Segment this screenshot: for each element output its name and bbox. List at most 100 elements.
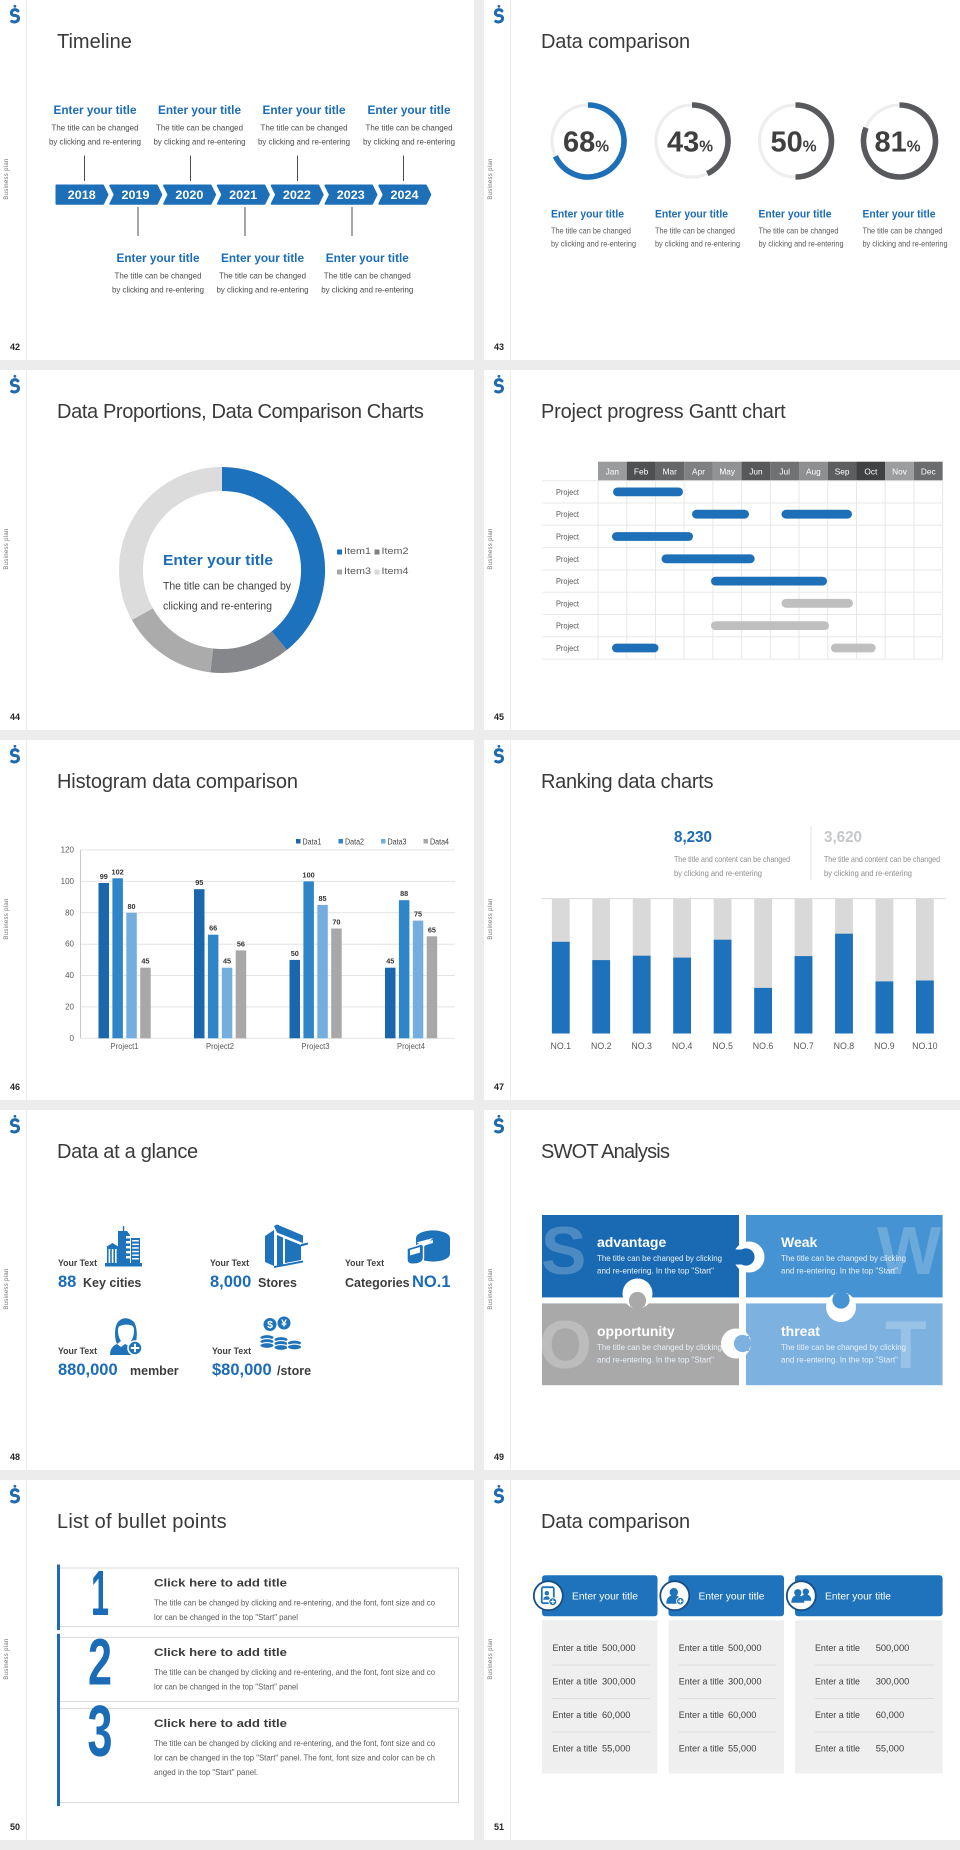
svg-text:70: 70 (332, 917, 340, 926)
svg-text:Project2: Project2 (206, 1041, 234, 1051)
svg-text:80: 80 (65, 908, 74, 917)
svg-text:The title can be changed: The title can be changed (261, 123, 348, 133)
svg-text:Key cities: Key cities (83, 1276, 141, 1290)
svg-text:100: 100 (303, 870, 315, 879)
svg-text:Jun: Jun (749, 467, 763, 477)
svg-text:2020: 2020 (175, 190, 203, 202)
svg-text:$: $ (267, 1319, 273, 1331)
svg-text:300,000: 300,000 (876, 1677, 910, 1687)
svg-text:Enter your title: Enter your title (54, 105, 137, 117)
svg-text:8,000: 8,000 (210, 1273, 251, 1291)
svg-text:43%: 43% (667, 127, 713, 159)
svg-text:60,000: 60,000 (728, 1710, 756, 1720)
svg-text:T: T (885, 1307, 927, 1383)
svg-text:lor can be changed in the top: lor can be changed in the top "Start" pa… (154, 1681, 298, 1691)
svg-text:NO.4: NO.4 (672, 1041, 693, 1051)
svg-text:Enter a title: Enter a title (553, 1677, 598, 1687)
svg-text:Project: Project (556, 487, 580, 497)
svg-text:NO.1: NO.1 (412, 1273, 451, 1291)
svg-text:Project: Project (556, 531, 580, 541)
svg-text:Feb: Feb (634, 467, 649, 477)
svg-text:Stores: Stores (258, 1276, 297, 1290)
svg-text:Item4: Item4 (382, 566, 409, 576)
svg-text:Enter a title: Enter a title (679, 1677, 724, 1687)
svg-text:Click here to add title: Click here to add title (154, 1578, 287, 1590)
svg-text:Project: Project (556, 643, 580, 653)
svg-text:Enter a title: Enter a title (815, 1744, 860, 1754)
svg-text:NO.7: NO.7 (793, 1041, 814, 1051)
svg-text:500,000: 500,000 (728, 1643, 762, 1653)
svg-text:NO.3: NO.3 (631, 1041, 652, 1051)
svg-text:60,000: 60,000 (602, 1710, 630, 1720)
svg-text:NO.5: NO.5 (712, 1041, 733, 1051)
svg-text:45: 45 (223, 957, 231, 966)
svg-text:advantage: advantage (597, 1234, 666, 1250)
svg-text:Enter your title: Enter your title (551, 209, 624, 221)
svg-text:and re-entering. In the top "S: and re-entering. In the top "Start" (781, 1355, 898, 1365)
svg-text:The title can be changed: The title can be changed (366, 123, 453, 133)
svg-text:Enter your title: Enter your title (863, 209, 936, 221)
svg-text:60,000: 60,000 (876, 1710, 904, 1720)
svg-text:56: 56 (237, 939, 245, 948)
svg-text:by clicking and re-entering: by clicking and re-entering (551, 238, 636, 248)
svg-text:Enter your title: Enter your title (163, 553, 273, 569)
svg-text:Jan: Jan (606, 467, 620, 477)
svg-text:Data3: Data3 (388, 837, 407, 847)
svg-text:/store: /store (277, 1364, 311, 1378)
svg-text:May: May (719, 467, 736, 477)
svg-text:Apr: Apr (692, 467, 705, 477)
svg-text:880,000: 880,000 (58, 1361, 118, 1379)
svg-text:and re-entering. In the top "S: and re-entering. In the top "Start" (597, 1266, 714, 1276)
svg-text:by clicking and re-entering: by clicking and re-entering (321, 285, 413, 295)
svg-text:Enter a title: Enter a title (553, 1744, 598, 1754)
svg-text:500,000: 500,000 (876, 1643, 910, 1653)
svg-text:by clicking and re-entering: by clicking and re-entering (112, 285, 204, 295)
svg-text:Enter a title: Enter a title (679, 1643, 724, 1653)
svg-text:¥: ¥ (281, 1318, 287, 1330)
svg-text:Enter your title: Enter your title (221, 253, 304, 265)
svg-text:The title can be changed by cl: The title can be changed by clicking (597, 1342, 722, 1352)
svg-text:55,000: 55,000 (728, 1744, 756, 1754)
svg-text:clicking and re-entering: clicking and re-entering (163, 601, 272, 613)
svg-text:Project4: Project4 (397, 1041, 425, 1051)
svg-text:120: 120 (61, 846, 75, 855)
svg-text:Your Text: Your Text (210, 1258, 250, 1269)
svg-text:The title can be changed: The title can be changed (863, 226, 943, 236)
svg-text:300,000: 300,000 (602, 1677, 636, 1687)
svg-text:member: member (130, 1364, 179, 1378)
svg-text:88: 88 (400, 889, 408, 898)
svg-text:85: 85 (318, 894, 326, 903)
svg-text:Data4: Data4 (430, 837, 449, 847)
svg-text:Your Text: Your Text (212, 1346, 252, 1357)
svg-text:lor can be changed in the top: lor can be changed in the top "Start" pa… (154, 1612, 298, 1622)
svg-text:2018: 2018 (68, 190, 97, 202)
svg-text:2021: 2021 (229, 190, 258, 202)
svg-text:2023: 2023 (337, 190, 365, 202)
svg-text:75: 75 (414, 910, 422, 919)
svg-text:45: 45 (141, 957, 149, 966)
svg-text:by clicking and re-entering: by clicking and re-entering (363, 137, 455, 147)
svg-text:S: S (541, 1213, 586, 1289)
svg-text:by clicking and re-entering: by clicking and re-entering (217, 285, 309, 295)
svg-text:Enter your title: Enter your title (326, 253, 409, 265)
svg-text:NO.6: NO.6 (753, 1041, 774, 1051)
svg-text:50: 50 (291, 949, 299, 958)
svg-text:Oct: Oct (864, 467, 878, 477)
svg-text:The title can be changed by cl: The title can be changed by clicking (781, 1342, 906, 1352)
svg-text:Jul: Jul (779, 467, 790, 477)
svg-text:Enter your title: Enter your title (699, 1591, 765, 1603)
svg-text:anged in the top "Start" panel: anged in the top "Start" panel. (154, 1767, 258, 1777)
svg-text:The title can be changed: The title can be changed (655, 226, 735, 236)
svg-text:O: O (539, 1307, 592, 1383)
svg-text:The title can be changed: The title can be changed (156, 123, 243, 133)
svg-text:The title can be changed by cl: The title can be changed by clicking and… (154, 1598, 435, 1608)
svg-text:opportunity: opportunity (597, 1323, 675, 1339)
svg-text:The title can be changed: The title can be changed (551, 226, 631, 236)
svg-text:99: 99 (100, 872, 108, 881)
svg-text:500,000: 500,000 (602, 1643, 636, 1653)
svg-text:The title can be changed by cl: The title can be changed by clicking (781, 1253, 906, 1263)
svg-text:The title can be changed by cl: The title can be changed by clicking and… (154, 1667, 435, 1677)
svg-text:55,000: 55,000 (602, 1744, 630, 1754)
svg-text:Project: Project (556, 621, 580, 631)
svg-text:Enter your title: Enter your title (158, 105, 241, 117)
